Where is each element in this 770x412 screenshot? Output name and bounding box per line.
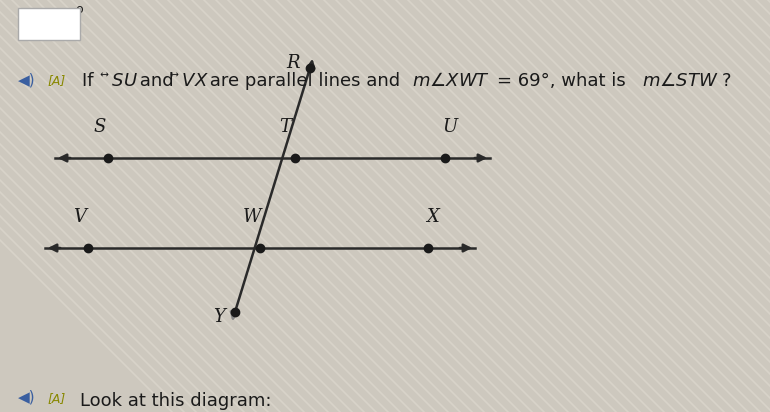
Text: U: U [443,118,457,136]
Text: $m\angle XWT$: $m\angle XWT$ [412,72,490,90]
Text: ◀): ◀) [18,72,35,87]
Text: Look at this diagram:: Look at this diagram: [80,392,272,410]
Text: W: W [243,208,261,226]
Text: S: S [94,118,106,136]
Text: $m\angle STW$: $m\angle STW$ [642,72,718,90]
Text: Y: Y [213,308,225,326]
Text: and: and [134,72,179,90]
Text: [A]: [A] [48,392,66,405]
Text: R: R [286,54,300,72]
Text: $\overleftrightarrow{SU}$: $\overleftrightarrow{SU}$ [100,72,139,90]
Text: [A]: [A] [48,74,66,87]
Text: $\overleftrightarrow{VX}$: $\overleftrightarrow{VX}$ [170,72,209,90]
Text: o: o [75,3,82,16]
Text: V: V [73,208,86,226]
Text: If: If [82,72,99,90]
Text: are parallel lines and: are parallel lines and [204,72,406,90]
Text: T: T [279,118,291,136]
Text: X: X [427,208,440,226]
FancyBboxPatch shape [18,8,80,40]
Text: ◀): ◀) [18,390,35,405]
Text: ?: ? [722,72,732,90]
Text: = 69°, what is: = 69°, what is [497,72,631,90]
